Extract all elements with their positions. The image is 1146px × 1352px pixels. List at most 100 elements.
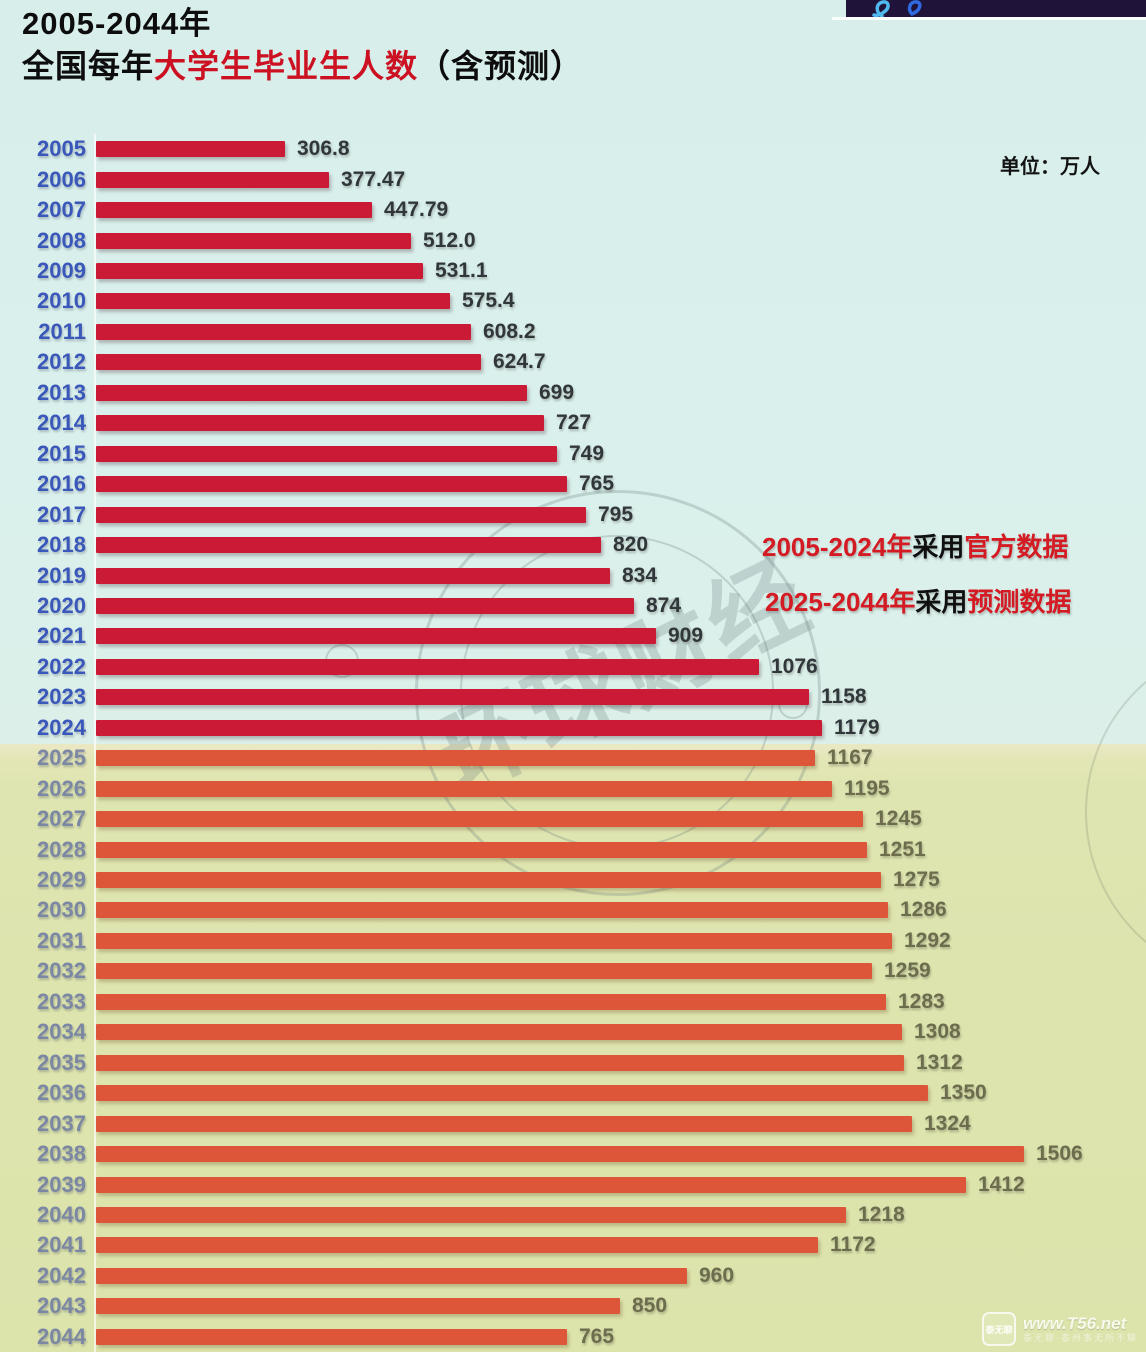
year-label: 2021: [37, 623, 86, 649]
value-label: 834: [622, 563, 658, 587]
value-bar: [96, 689, 809, 706]
year-label: 2042: [37, 1262, 86, 1288]
value-bar: [96, 263, 423, 280]
annotation-source: 官方数据: [964, 532, 1069, 562]
chart-row: 2036 1350: [0, 1078, 1146, 1108]
value-bar: [96, 963, 872, 980]
chart-row: 2015 749: [0, 439, 1146, 469]
value-bar: [96, 872, 881, 889]
value-bar: [96, 841, 867, 858]
year-label: 2026: [37, 775, 86, 801]
year-label: 2035: [37, 1049, 86, 1075]
t56-logo-text: 泰无聊: [985, 1324, 1013, 1335]
chart-row: 2009 531.1: [0, 256, 1146, 286]
value-bar: [96, 1206, 846, 1223]
value-label: 1179: [834, 715, 880, 739]
year-label: 2018: [37, 532, 86, 558]
value-label: 1076: [771, 654, 818, 678]
chart-row: 2013 699: [0, 378, 1146, 408]
chart-row: 2017 795: [0, 499, 1146, 529]
value-label: 531.1: [435, 259, 488, 283]
value-label: 1259: [884, 959, 931, 983]
value-label: 1350: [940, 1081, 987, 1105]
year-label: 2012: [37, 349, 86, 375]
value-label: 1158: [821, 685, 867, 709]
annotation-forecast-data: 2025-2044年采用预测数据: [765, 582, 1071, 619]
chart-row: 2035 1312: [0, 1048, 1146, 1078]
chart-row: 2006 377.47: [0, 164, 1146, 194]
value-label: 1195: [844, 776, 890, 800]
value-bar: [96, 323, 471, 340]
year-label: 2043: [37, 1293, 86, 1319]
value-bar: [96, 171, 329, 188]
unit-label: 单位：万人: [1000, 156, 1100, 178]
value-bar: [96, 1146, 1024, 1163]
value-bar: [96, 1054, 904, 1071]
chart-row: 2018 820: [0, 530, 1146, 560]
official-section-background: [0, 0, 1146, 744]
banner-logo-icon: [872, 0, 922, 17]
year-label: 2020: [37, 592, 86, 618]
chart-row: 2023 1158: [0, 682, 1146, 712]
year-label: 2037: [37, 1110, 86, 1136]
year-label: 2034: [37, 1019, 86, 1045]
value-label: 765: [579, 1324, 615, 1348]
value-label: 447.79: [384, 198, 449, 222]
value-label: 1275: [893, 868, 940, 892]
year-label: 2027: [37, 806, 86, 832]
page-title: 2005-2044年 全国每年大学生毕业生人数（含预测）: [22, 4, 583, 88]
year-label: 2030: [37, 897, 86, 923]
annotation-years: 2025-2044年: [765, 587, 916, 617]
year-label: 2041: [37, 1232, 86, 1258]
year-label: 2009: [37, 258, 86, 284]
value-label: 1506: [1036, 1142, 1083, 1166]
value-bar: [96, 202, 372, 219]
year-label: 2022: [37, 653, 86, 679]
value-bar: [96, 354, 481, 371]
value-label: 1283: [898, 989, 945, 1013]
chart-row: 2011 608.2: [0, 317, 1146, 347]
chart-row: 2025 1167: [0, 743, 1146, 773]
year-label: 2019: [37, 562, 86, 588]
value-label: 1245: [875, 807, 922, 831]
year-label: 2039: [37, 1171, 86, 1197]
title-prefix: 全国每年: [22, 48, 155, 84]
value-label: 1308: [914, 1020, 961, 1044]
value-bar: [96, 537, 601, 554]
year-label: 2028: [37, 836, 86, 862]
value-label: 820: [613, 533, 649, 557]
value-bar: [96, 567, 610, 584]
value-label: 1324: [924, 1111, 971, 1135]
value-bar: [96, 1024, 902, 1041]
value-bar: [96, 658, 759, 675]
value-label: 795: [598, 502, 634, 526]
watermark-tagline: 泰无聊·泰州事无所不聊: [1023, 1332, 1138, 1343]
value-bar: [96, 293, 450, 310]
year-label: 2036: [37, 1080, 86, 1106]
value-bar: [96, 1267, 687, 1284]
year-label: 2007: [37, 197, 86, 223]
chart-row: 2021 909: [0, 621, 1146, 651]
t56-logo-icon: 泰无聊: [982, 1312, 1016, 1346]
top-right-banner: [832, 0, 1146, 20]
year-label: 2015: [37, 440, 86, 466]
value-bar: [96, 902, 888, 919]
annotation-official-data: 2005-2024年采用官方数据: [762, 527, 1068, 564]
year-label: 2031: [37, 927, 86, 953]
year-label: 2032: [37, 958, 86, 984]
chart-row: 2026 1195: [0, 773, 1146, 803]
value-label: 699: [539, 380, 575, 404]
value-bar: [96, 811, 863, 828]
value-bar: [96, 1237, 818, 1254]
value-bar: [96, 719, 822, 736]
value-bar: [96, 993, 886, 1010]
year-label: 2006: [37, 166, 86, 192]
value-label: 1292: [904, 928, 951, 952]
year-label: 2010: [37, 288, 86, 314]
year-label: 2029: [37, 867, 86, 893]
year-label: 2025: [37, 745, 86, 771]
year-label: 2040: [37, 1201, 86, 1227]
year-label: 2011: [38, 318, 86, 344]
value-label: 749: [569, 441, 605, 465]
